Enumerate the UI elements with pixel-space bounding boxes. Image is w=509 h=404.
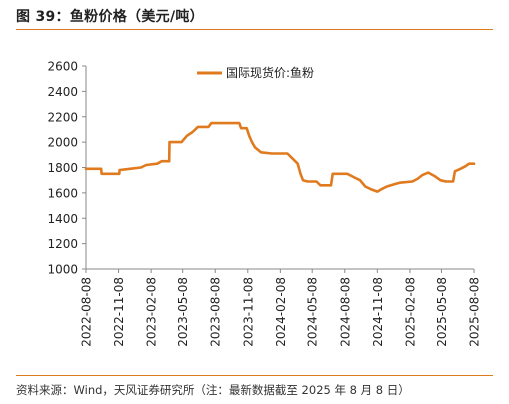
x-tick-label: 2023-05-08 <box>176 277 190 347</box>
y-tick-label: 1600 <box>47 186 78 200</box>
x-tick-label: 2022-08-08 <box>80 277 94 347</box>
y-tick-label: 1400 <box>47 212 78 226</box>
legend-label: 国际现货价:鱼粉 <box>226 65 314 80</box>
y-axis-ticks: 1000 1200 1400 1600 1800 2000 2200 2400 2600 <box>47 60 86 277</box>
y-tick-label: 2400 <box>47 85 78 99</box>
x-axis-ticks: 2022-08-08 2022-11-08 2023-02-08 2023-05-08… <box>80 269 482 347</box>
legend: 国际现货价:鱼粉 <box>197 65 314 80</box>
chart-title: 图 39：鱼粉价格（美元/吨） <box>16 9 204 25</box>
x-tick-label: 2025-05-08 <box>435 277 449 347</box>
x-tick-label: 2023-08-08 <box>209 277 223 347</box>
y-tick-label: 2200 <box>47 110 78 124</box>
title-divider <box>16 29 493 30</box>
x-tick-label: 2022-11-08 <box>112 277 126 347</box>
x-tick-label: 2025-02-08 <box>403 277 417 347</box>
x-tick-label: 2024-08-08 <box>338 277 352 347</box>
x-tick-label: 2024-02-08 <box>274 277 288 347</box>
plot-area <box>84 121 476 193</box>
x-tick-label: 2023-02-08 <box>145 277 159 347</box>
x-tick-label: 2024-11-08 <box>371 277 385 347</box>
series-line-fishmeal <box>84 121 476 193</box>
y-tick-label: 1800 <box>47 161 78 175</box>
x-tick-label: 2024-05-08 <box>306 277 320 347</box>
x-tick-label: 2023-11-08 <box>241 277 255 347</box>
y-tick-label: 1000 <box>47 263 78 277</box>
y-tick-label: 2600 <box>47 60 78 74</box>
x-tick-label: 2025-08-08 <box>468 277 482 347</box>
y-tick-label: 1200 <box>47 237 78 251</box>
source-note: 资料来源：Wind，天风证券研究所（注：最新数据截至 2025 年 8 月 8 … <box>16 383 410 397</box>
chart-axes <box>85 66 474 270</box>
y-tick-label: 2000 <box>47 136 78 150</box>
source-divider <box>16 375 493 376</box>
